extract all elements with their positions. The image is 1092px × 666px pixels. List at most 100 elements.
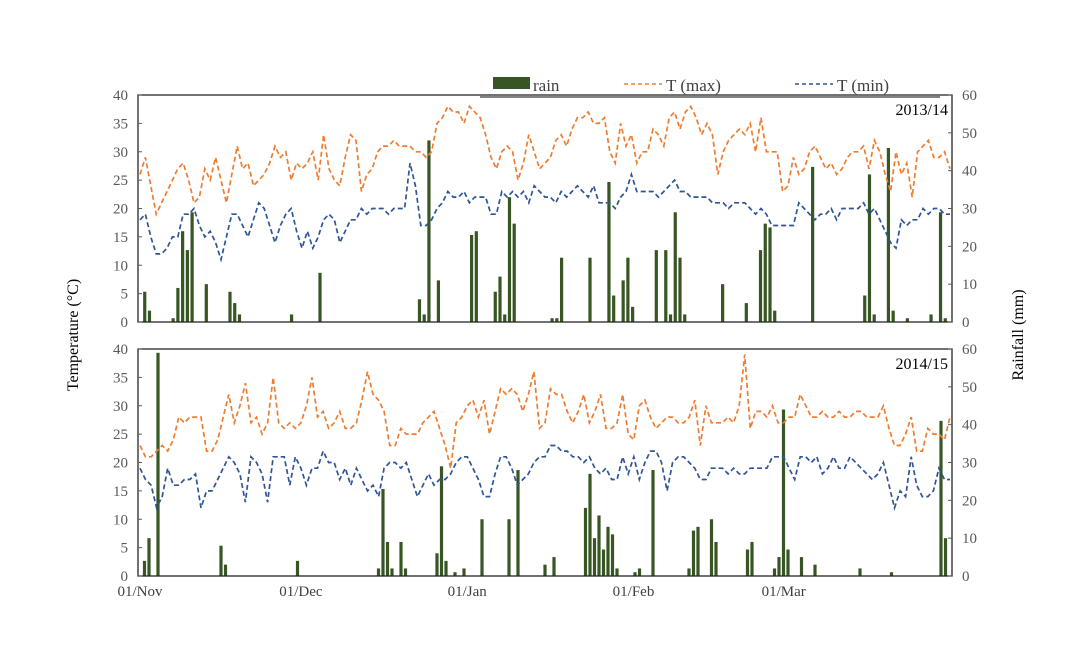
rain-bar xyxy=(439,466,444,576)
rain-bar xyxy=(886,147,891,322)
rain-bar xyxy=(750,541,754,576)
rain-bar xyxy=(811,166,815,322)
y-left-tick-label: 25 xyxy=(113,427,128,443)
rain-bar xyxy=(583,507,588,576)
rain-bar xyxy=(721,284,725,322)
y-left-tick-label: 30 xyxy=(113,399,128,415)
rain-bar xyxy=(190,212,194,322)
y-right-tick-label: 50 xyxy=(962,380,977,396)
rain-bar xyxy=(863,295,867,322)
rain-bar xyxy=(858,568,862,576)
rain-bar xyxy=(171,318,175,322)
tmax-line xyxy=(139,354,951,469)
rain-bar xyxy=(938,212,943,322)
x-tick-label: 01/Jan xyxy=(448,584,488,600)
rain-bar xyxy=(417,299,422,322)
rain-bar xyxy=(427,140,431,322)
rain-bar xyxy=(606,526,610,576)
plot-frame xyxy=(137,94,953,323)
y-right-tick-label: 0 xyxy=(962,315,970,331)
rain-bar xyxy=(615,568,619,576)
y-left-tick-label: 25 xyxy=(113,173,128,189)
rain-bar xyxy=(474,231,478,322)
rain-bar xyxy=(462,568,466,576)
rain-bar xyxy=(223,564,228,576)
rain-bar xyxy=(781,409,786,576)
panel-title: 2013/14 xyxy=(896,102,948,119)
rain-bar xyxy=(507,197,512,322)
y-axis-left-label: Temperature (°C) xyxy=(65,279,82,391)
rain-bar xyxy=(696,526,700,576)
rain-bar xyxy=(453,572,457,576)
rain-bar xyxy=(543,564,547,576)
rain-bar xyxy=(745,549,750,576)
y-left-tick-label: 40 xyxy=(113,88,128,104)
x-axis-ticks: 01/Nov 01/Dec 01/Jan 01/Feb 01/Mar xyxy=(118,584,806,600)
y-left-tick-label: 10 xyxy=(113,512,128,528)
y-left-tick-label: 30 xyxy=(113,145,128,161)
rain-bar xyxy=(592,538,597,576)
rain-bar xyxy=(867,174,872,322)
rain-bar xyxy=(422,314,426,322)
rain-bar xyxy=(403,568,408,576)
rain-bar xyxy=(142,560,147,576)
rain-bar xyxy=(664,250,668,322)
rain-bar xyxy=(691,530,696,576)
rain-bar xyxy=(683,314,687,322)
rain-bar xyxy=(503,314,507,322)
rain-bar xyxy=(943,538,948,576)
rain-bar xyxy=(768,227,772,322)
panel-title: 2014/15 xyxy=(896,356,948,373)
rain-bar xyxy=(939,420,943,576)
rain-bar xyxy=(799,557,804,576)
y-right-tick-label: 0 xyxy=(962,569,970,585)
rain-bar xyxy=(687,568,691,576)
y-right-tick-label: 10 xyxy=(962,277,977,293)
rain-bar xyxy=(181,231,185,322)
rain-bar xyxy=(678,257,682,322)
legend-tmin-label: T (min) xyxy=(837,76,889,95)
y-right-tick-label: 50 xyxy=(962,126,977,142)
x-tick-label: 01/Nov xyxy=(118,584,164,600)
legend: rain T (max) T (min) xyxy=(480,76,940,98)
y-left-tick-label: 10 xyxy=(113,258,128,274)
rain-bar xyxy=(651,470,655,576)
rain-bar xyxy=(295,560,300,576)
x-tick-label: 01/Mar xyxy=(762,584,806,600)
rain-bar xyxy=(637,568,642,576)
rain-bar xyxy=(929,314,933,322)
y-left-tick-label: 0 xyxy=(121,569,129,585)
rain-bar xyxy=(376,568,381,576)
y-left-tick-label: 15 xyxy=(113,230,128,246)
plot-frame xyxy=(137,348,953,577)
rain-bar xyxy=(813,564,817,576)
y-left-tick-label: 35 xyxy=(113,116,128,132)
rain-bar xyxy=(507,519,511,576)
tmin-line xyxy=(139,162,950,263)
x-tick-label: 01/Dec xyxy=(279,584,323,600)
rain-bar xyxy=(555,318,559,322)
y-right-tick-label: 20 xyxy=(962,239,977,255)
rain-bar xyxy=(435,553,439,576)
y-left-tick-label: 5 xyxy=(121,541,129,557)
y-right-tick-label: 20 xyxy=(962,493,977,509)
legend-tmax-label: T (max) xyxy=(666,76,721,95)
y-axis-right-label: Rainfall (mm) xyxy=(1010,289,1027,380)
rain-bar xyxy=(889,572,894,576)
rain-bar xyxy=(399,541,403,576)
rain-bar xyxy=(905,318,909,322)
rain-bar xyxy=(610,534,615,576)
rain-bar xyxy=(516,470,520,576)
y-left-tick-label: 35 xyxy=(113,370,128,386)
rain-bar xyxy=(709,519,714,576)
rain-bar xyxy=(621,280,625,322)
rain-bar xyxy=(607,182,611,322)
y-right-tick-label: 30 xyxy=(962,456,977,472)
rain-bar xyxy=(777,557,781,576)
y-left-tick-label: 20 xyxy=(113,456,128,472)
rain-bar xyxy=(559,257,564,322)
rain-bar xyxy=(147,538,151,576)
rain-bar xyxy=(626,257,630,322)
rain-bar xyxy=(758,250,763,322)
rain-bar xyxy=(588,473,592,576)
